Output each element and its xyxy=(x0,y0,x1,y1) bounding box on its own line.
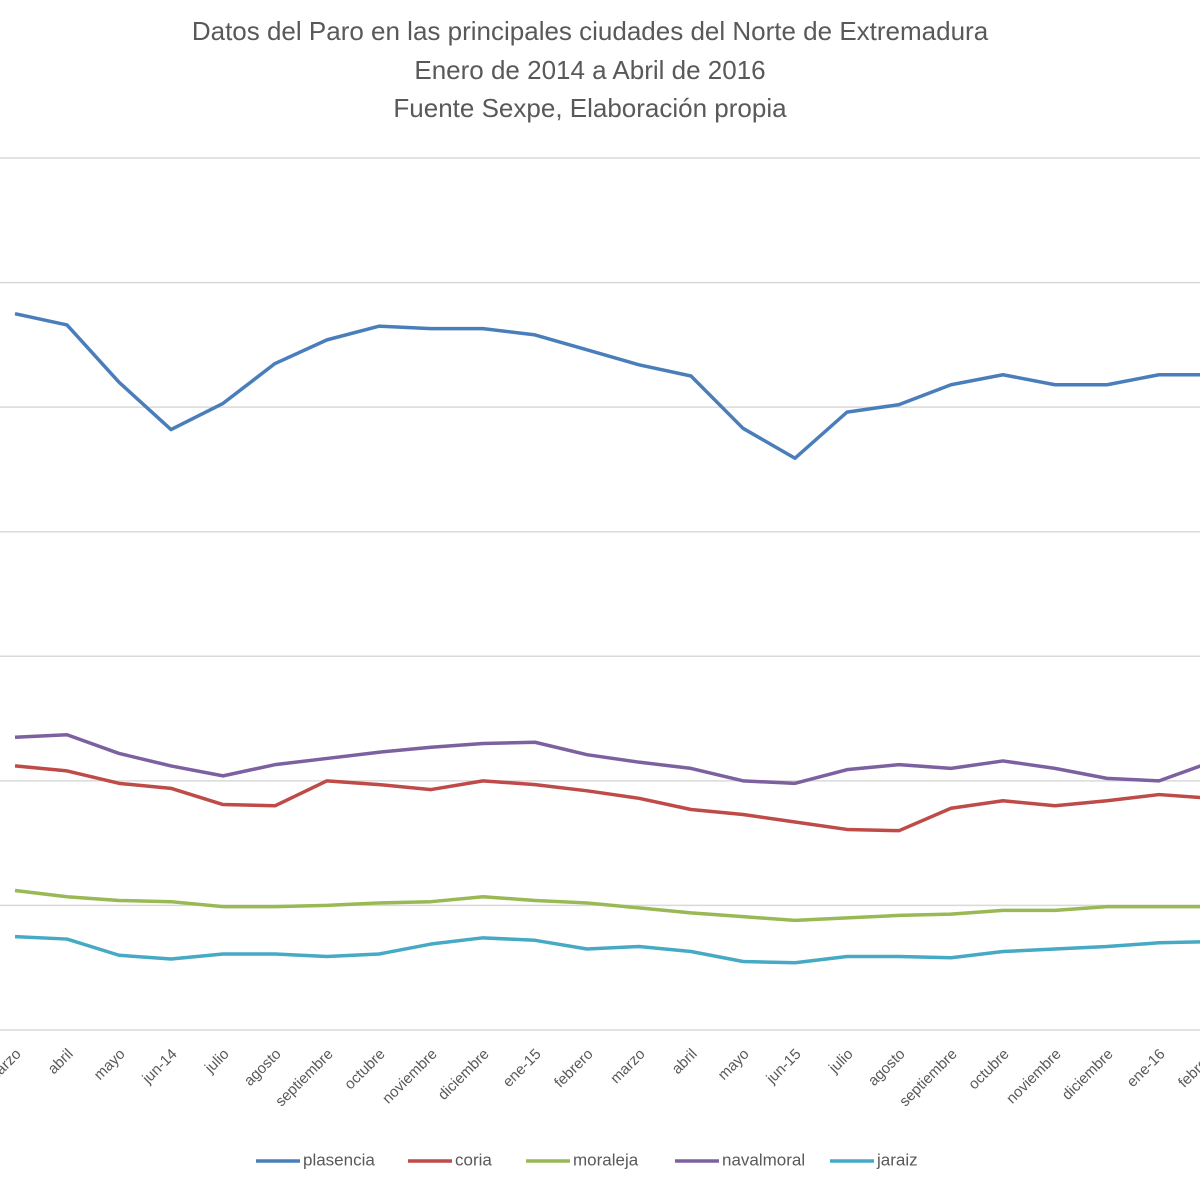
x-tick-label: abril xyxy=(45,1046,77,1078)
x-tick-label: noviembre xyxy=(379,1046,441,1108)
x-tick-label: ene-15 xyxy=(500,1046,545,1091)
x-tick-label: julio xyxy=(201,1046,233,1078)
x-tick-label: julio xyxy=(825,1046,857,1078)
x-tick-label: octubre xyxy=(341,1046,388,1093)
x-tick-label: noviembre xyxy=(1003,1046,1065,1108)
legend-label: moraleja xyxy=(573,1150,639,1169)
legend-label: plasencia xyxy=(303,1150,375,1169)
series-line xyxy=(14,888,1200,923)
x-tick-label: diciembre xyxy=(1059,1046,1117,1104)
x-tick-label: marzo xyxy=(607,1046,648,1087)
x-tick-label: mayo xyxy=(91,1046,129,1084)
x-tick-label: jun-15 xyxy=(762,1046,804,1088)
chart-source: Fuente Sexpe, Elaboración propia xyxy=(393,93,787,123)
series-line xyxy=(14,934,1200,965)
chart-subtitle: Enero de 2014 a Abril de 2016 xyxy=(414,55,765,85)
chart-title: Datos del Paro en las principales ciudad… xyxy=(192,16,989,46)
x-tick-label: diciembre xyxy=(435,1046,493,1104)
x-tick-label: octubre xyxy=(965,1046,1012,1093)
x-tick-label: ene-16 xyxy=(1124,1046,1169,1091)
x-tick-label: abril xyxy=(669,1046,701,1078)
series-line xyxy=(14,764,1200,833)
x-tick-label: febrero xyxy=(1175,1046,1200,1092)
legend-label: coria xyxy=(455,1150,492,1169)
x-tick-label: mayo xyxy=(715,1046,753,1084)
x-tick-label: jun-14 xyxy=(138,1046,180,1088)
series-line xyxy=(14,733,1200,786)
x-tick-label: agosto xyxy=(865,1046,909,1090)
x-tick-label: marzo xyxy=(0,1046,25,1087)
legend-label: navalmoral xyxy=(722,1150,805,1169)
x-tick-label: agosto xyxy=(241,1046,285,1090)
series-line xyxy=(14,312,1200,460)
x-tick-label: febrero xyxy=(551,1046,597,1092)
legend-label: jaraiz xyxy=(876,1150,918,1169)
